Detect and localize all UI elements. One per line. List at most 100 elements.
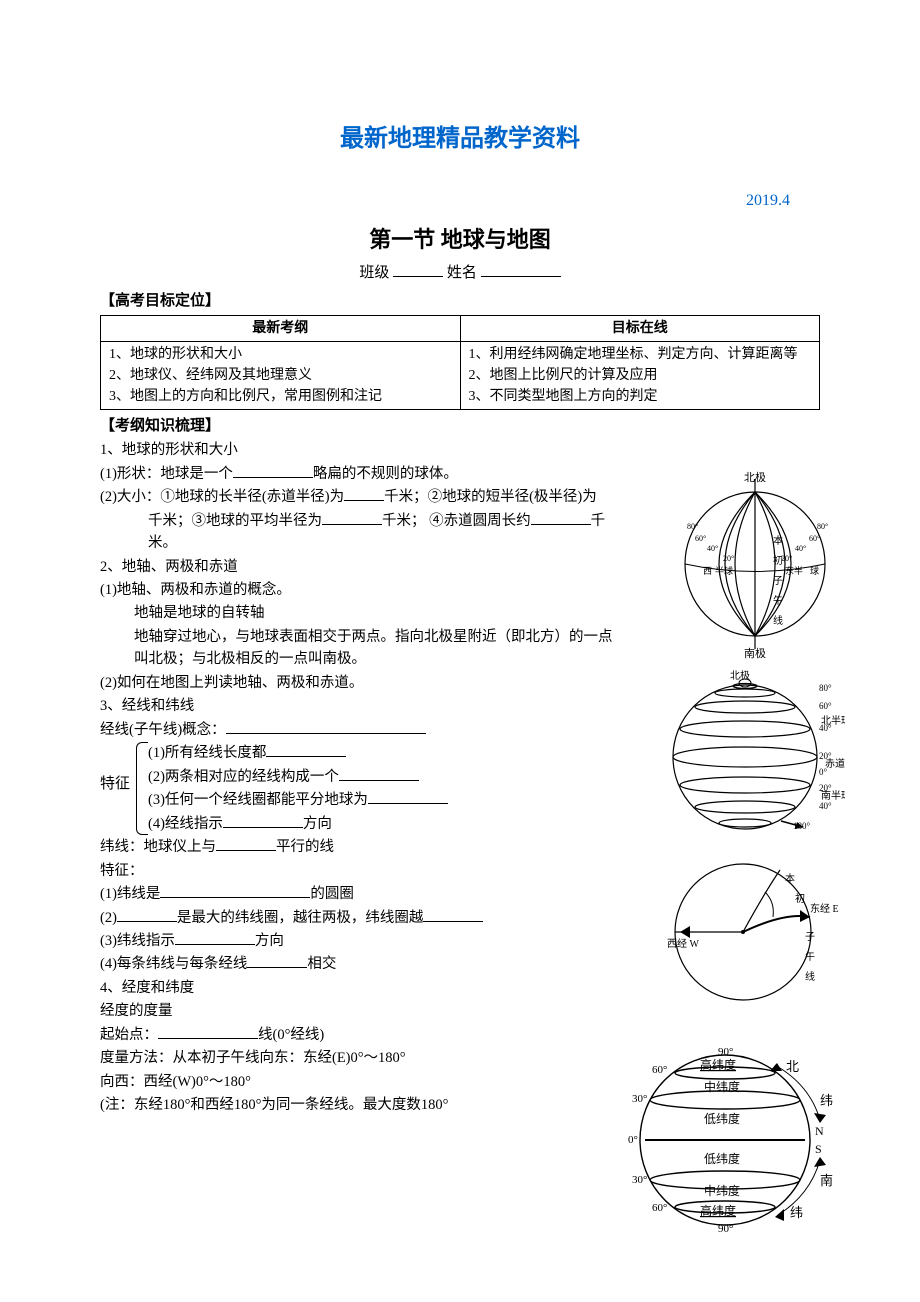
p3-w1a: (1)纬线是 — [100, 886, 160, 902]
p3-w4: (4)每条纬线与每条经线 相交 — [100, 953, 820, 975]
p3-w1: (1)纬线是 的圆圈 — [100, 883, 820, 905]
d4-S: S — [815, 1142, 822, 1156]
p4-c: 度量方法：从本初子午线向东：东经(E)0°～180° — [100, 1047, 820, 1069]
syllabus-header-right: 目标在线 — [460, 316, 820, 342]
lesson-title: 第一节 地球与地图 — [100, 222, 820, 257]
d4-mid-s: 中纬度 — [704, 1183, 740, 1198]
p1-2a: (2)大小：①地球的长半径(赤道半径)为 — [100, 489, 344, 505]
section-target: 【高考目标定位】 — [100, 289, 820, 313]
syl-l-2: 2、地球仪、经纬网及其地理意义 — [109, 365, 452, 386]
p3-f4a: (4)经线指示 — [148, 816, 223, 832]
b4 — [531, 510, 591, 525]
b1 — [233, 463, 313, 478]
p4-d: 向西：西经(W)0°～180° — [100, 1071, 820, 1093]
d4-wei-n: 纬 — [820, 1093, 833, 1108]
meridian-features: (1)所有经线长度都 (2)两条相对应的经线构成一个 (3)任何一个经线圈都能平… — [100, 742, 820, 835]
p2-1: (1)地轴、两极和赤道的概念。 — [100, 579, 820, 601]
syl-l-1: 1、地球的形状和大小 — [109, 344, 452, 365]
p3-f3: (3)任何一个经线圈都能平分地球为 — [148, 789, 820, 811]
p1-2: (2)大小：①地球的长半径(赤道半径)为 千米；②地球的短半径(极半径)为 — [100, 486, 820, 508]
name-blank — [481, 262, 561, 277]
p1: 1、地球的形状和大小 — [100, 439, 820, 461]
p3-w-a: 纬线：地球仪上与 — [100, 839, 216, 855]
d4-0: 0° — [628, 1134, 638, 1146]
p1-2d: 千米； ④赤道圆周长约 — [382, 513, 531, 529]
p3-f4b: 方向 — [303, 816, 332, 832]
p3-f4: (4)经线指示 方向 — [148, 813, 820, 835]
p3-f3a: (3)任何一个经线圈都能平分地球为 — [148, 792, 368, 808]
d2-40s: 40° — [819, 801, 832, 811]
p1-1a: (1)形状：地球是一个 — [100, 466, 233, 482]
class-label: 班级 — [359, 265, 389, 281]
b2 — [344, 487, 384, 502]
b10 — [216, 837, 276, 852]
class-name-line: 班级 姓名 — [100, 261, 820, 285]
syllabus-left-cell: 1、地球的形状和大小 2、地球仪、经纬网及其地理意义 3、地图上的方向和比例尺，… — [101, 342, 461, 410]
b11 — [160, 884, 310, 899]
syllabus-right-cell: 1、利用经纬网确定地理坐标、判定方向、计算距离等 2、地图上比例尺的计算及应用 … — [460, 342, 820, 410]
d4-30s: 30° — [632, 1174, 647, 1186]
name-label: 姓名 — [447, 265, 477, 281]
b12 — [117, 907, 177, 922]
p1-1: (1)形状：地球是一个 略扁的不规则的球体。 — [100, 463, 820, 485]
p4-b2: 线(0°经线) — [258, 1027, 324, 1043]
b6 — [266, 743, 346, 758]
p3-w4b: 相交 — [307, 956, 336, 972]
p1-2c: 千米；③地球的平均半径为 — [148, 513, 322, 529]
p4-b: 起始点： 线(0°经线) — [100, 1024, 820, 1046]
b9 — [223, 813, 303, 828]
p2-1a: 地轴是地球的自转轴 — [100, 602, 820, 624]
d2-nh: 北半球 — [821, 714, 845, 727]
d2-60: 60° — [819, 701, 832, 711]
p3-wf: 特征： — [100, 860, 820, 882]
p3-w3a: (3)纬线指示 — [100, 933, 175, 949]
p4-a: 经度的度量 — [100, 1000, 820, 1022]
doc-title: 最新地理精品教学资料 — [100, 120, 820, 158]
syllabus-table: 最新考纲 目标在线 1、地球的形状和大小 2、地球仪、经纬网及其地理意义 3、地… — [100, 315, 820, 410]
d2-80: 80° — [819, 683, 832, 693]
syl-l-3: 3、地图上的方向和比例尺，常用图例和注记 — [109, 386, 452, 407]
syl-r-3: 3、不同类型地图上方向的判定 — [469, 386, 812, 407]
p3-concept: 经线(子午线)概念： — [100, 719, 820, 741]
p3-f2a: (2)两条相对应的经线构成一个 — [148, 769, 339, 785]
p3-f1: (1)所有经线长度都 — [148, 742, 820, 764]
syllabus-header-left: 最新考纲 — [101, 316, 461, 342]
b5 — [226, 719, 426, 734]
b15 — [247, 954, 307, 969]
p4-b1: 起始点： — [100, 1027, 158, 1043]
syl-r-1: 1、利用经纬网确定地理坐标、判定方向、计算距离等 — [469, 344, 812, 365]
b3 — [322, 510, 382, 525]
b14 — [175, 931, 255, 946]
d4-low-s: 低纬度 — [704, 1151, 740, 1166]
d4-N: N — [815, 1124, 824, 1138]
p3-w4a: (4)每条纬线与每条经线 — [100, 956, 247, 972]
d4-60s: 60° — [652, 1202, 667, 1214]
p3-w1b: 的圆圈 — [310, 886, 354, 902]
p3-f2: (2)两条相对应的经线构成一个 — [148, 766, 820, 788]
p1-1b: 略扁的不规则的球体。 — [313, 466, 458, 482]
p4: 4、经度和纬度 — [100, 977, 820, 999]
p4-e: (注：东经180°和西经180°为同一条经线。最大度数180° — [100, 1094, 820, 1116]
section-outline: 【考纲知识梳理】 — [100, 414, 820, 438]
p2-2: (2)如何在地图上判读地轴、两极和赤道。 — [100, 672, 820, 694]
d2-eq: 赤道 — [825, 757, 845, 770]
p3-a: 经线(子午线)概念： — [100, 722, 226, 738]
d4-nan: 南 — [820, 1173, 833, 1188]
b8 — [368, 790, 448, 805]
b16 — [158, 1024, 258, 1039]
syl-r-2: 2、地图上比例尺的计算及应用 — [469, 365, 812, 386]
p3-w2b: 是最大的纬线圈，越往两极，纬线圈越 — [177, 910, 424, 926]
p3-f1a: (1)所有经线长度都 — [148, 745, 266, 761]
class-blank — [393, 262, 443, 277]
d2-sh: 南半球 — [821, 789, 845, 802]
p3-w2: (2) 是最大的纬线圈，越往两极，纬线圈越 — [100, 907, 820, 929]
d4-high-s: 高纬度 — [700, 1203, 736, 1218]
body-text: 1、地球的形状和大小 (1)形状：地球是一个 略扁的不规则的球体。 (2)大小：①… — [100, 439, 820, 1117]
p3-w2a: (2) — [100, 910, 117, 926]
p2: 2、地轴、两极和赤道 — [100, 556, 820, 578]
p1-2b: 千米；②地球的短半径(极半径)为 — [384, 489, 597, 505]
p3: 3、经线和纬线 — [100, 695, 820, 717]
p2-1b: 地轴穿过地心，与地球表面相交于两点。指向北极星附近（即北方）的一点叫北极；与北极… — [100, 626, 820, 671]
p1-2c-line: 千米；③地球的平均半径为千米； ④赤道圆周长约千米。 — [100, 510, 820, 555]
b7 — [339, 766, 419, 781]
